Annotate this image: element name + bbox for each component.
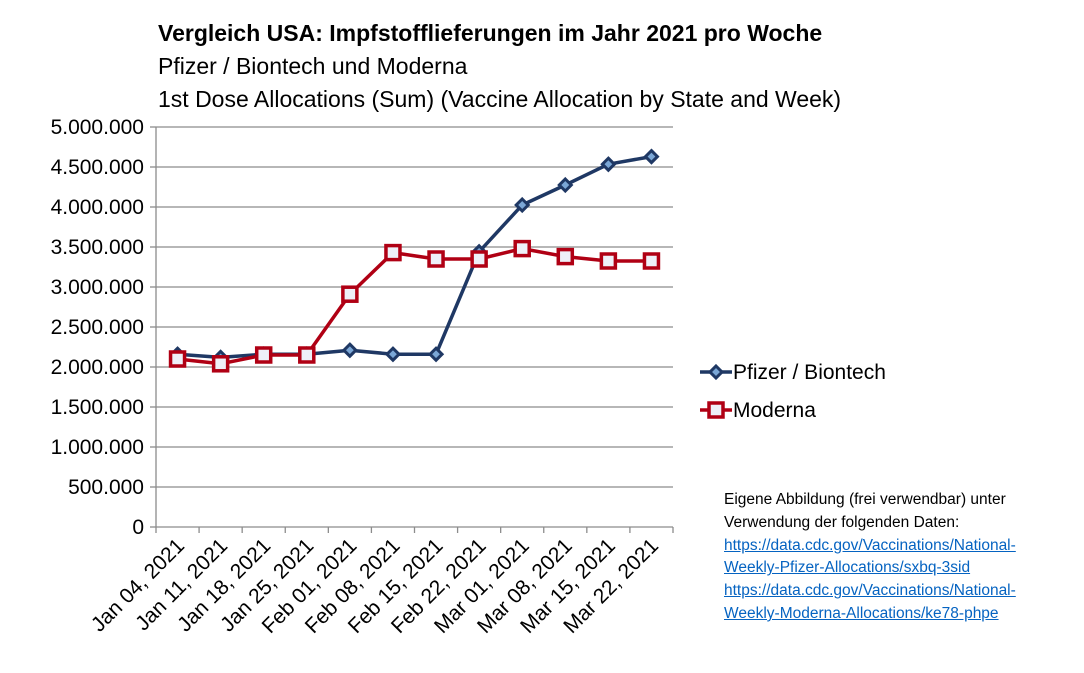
pfizer-data-link[interactable]: https://data.cdc.gov/Vaccinations/Nation… [724, 535, 1016, 581]
footnote-line-2: Verwendung der folgenden Daten: [724, 513, 960, 531]
data-point [470, 250, 488, 268]
series-moderna [168, 239, 661, 373]
y-tick-label: 500.000 [68, 476, 144, 499]
pfizer-link-part-1[interactable]: https://data.cdc.gov/Vaccinations/Nation… [724, 536, 1016, 554]
chart-subtitle-2: 1st Dose Allocations (Sum) (Vaccine Allo… [158, 86, 841, 112]
data-point [298, 346, 316, 364]
y-tick-label: 1.500.000 [51, 396, 144, 419]
y-tick-label: 5.000.000 [51, 116, 144, 139]
y-axis: 0 500.000 1.000.000 1.500.000 2.000.000 2.500… [51, 116, 157, 539]
data-point [211, 355, 230, 373]
moderna-link-part-1[interactable]: https://data.cdc.gov/Vaccinations/Nation… [724, 582, 1016, 600]
legend-item: Moderna [700, 399, 816, 422]
data-point [600, 156, 617, 173]
legend-label: Moderna [733, 399, 816, 422]
data-point [513, 239, 531, 258]
data-point [427, 250, 445, 268]
series-line [177, 246, 652, 366]
data-point [557, 176, 574, 194]
y-tick-label: 2.000.000 [51, 356, 144, 379]
y-tick-label: 3.000.000 [51, 276, 144, 299]
data-point [556, 247, 575, 266]
data-point [254, 346, 273, 364]
moderna-link-part-2[interactable]: Weekly-Moderna-Allocations/ke78-phpe [724, 604, 999, 622]
footnote: Eigene Abbildung (frei verwendbar) unter… [724, 489, 1016, 626]
pfizer-link-part-2[interactable]: Weekly-Pfizer-Allocations/sxbq-3sid [724, 559, 971, 577]
legend-item: Pfizer / Biontech [700, 361, 886, 384]
y-tick-label: 1.000.000 [51, 436, 144, 459]
data-point [384, 243, 402, 262]
chart-title: Vergleich USA: Impfstofflieferungen im J… [158, 20, 822, 46]
moderna-data-link[interactable]: https://data.cdc.gov/Vaccinations/Nation… [724, 580, 1016, 626]
data-point [643, 148, 660, 165]
chart-subtitle-1: Pfizer / Biontech und Moderna [158, 53, 468, 79]
legend-label: Pfizer / Biontech [733, 361, 886, 384]
y-tick-label: 4.000.000 [51, 196, 144, 219]
y-tick-label: 3.500.000 [51, 236, 144, 259]
data-point [642, 252, 661, 270]
data-point [427, 346, 445, 363]
data-point [341, 342, 358, 359]
data-point [514, 196, 531, 214]
legend: Pfizer / Biontech Moderna [700, 361, 886, 422]
gridlines [156, 126, 673, 488]
data-point [341, 285, 359, 303]
y-tick-label: 4.500.000 [51, 156, 144, 179]
data-point [599, 252, 618, 270]
data-point [168, 350, 187, 368]
legend-marker [707, 363, 725, 381]
footnote-line-1: Eigene Abbildung (frei verwendbar) unter [724, 491, 1006, 508]
series-group [168, 148, 661, 373]
y-tick-label: 2.500.000 [51, 316, 144, 339]
data-point [384, 346, 402, 363]
y-tick-label: 0 [132, 516, 144, 539]
legend-marker [707, 401, 725, 419]
